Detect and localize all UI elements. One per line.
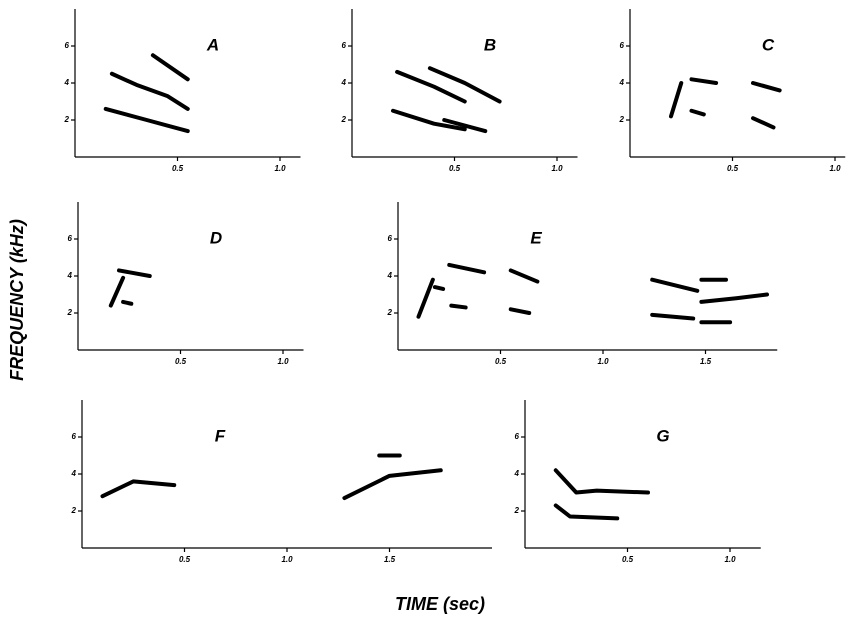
- y-axis-label: FREQUENCY (kHz): [7, 219, 27, 381]
- y-tick-label: 6: [515, 432, 520, 441]
- trace: [689, 108, 706, 117]
- x-tick-label: 0.5: [622, 555, 634, 564]
- trace: [100, 479, 177, 499]
- trace: [427, 66, 502, 104]
- trace: [150, 53, 190, 82]
- trace: [442, 118, 488, 134]
- trace: [109, 71, 190, 111]
- trace: [650, 277, 700, 293]
- trace: [553, 468, 650, 495]
- trace: [751, 81, 782, 93]
- x-axis-label: TIME (sec): [395, 594, 485, 614]
- y-tick-label: 4: [71, 469, 77, 478]
- x-tick-label: 1.0: [281, 555, 293, 564]
- trace: [117, 268, 152, 278]
- x-tick-label: 0.5: [179, 555, 191, 564]
- trace: [416, 277, 435, 319]
- y-tick-label: 2: [67, 308, 73, 317]
- trace: [669, 81, 684, 119]
- x-tick-label: 1.0: [551, 164, 563, 173]
- y-tick-label: 6: [342, 41, 347, 50]
- y-tick-label: 4: [67, 271, 73, 280]
- y-tick-label: 2: [64, 115, 70, 124]
- trace: [432, 285, 446, 291]
- x-tick-label: 1.5: [700, 357, 712, 366]
- y-tick-label: 6: [65, 41, 70, 50]
- x-tick-label: 1.0: [597, 357, 609, 366]
- y-tick-label: 4: [619, 78, 625, 87]
- y-tick-label: 2: [341, 115, 347, 124]
- y-tick-label: 2: [387, 308, 393, 317]
- trace: [447, 262, 487, 275]
- y-tick-label: 4: [64, 78, 70, 87]
- y-tick-label: 6: [72, 432, 77, 441]
- x-tick-label: 0.5: [727, 164, 739, 173]
- trace: [508, 268, 540, 284]
- y-tick-label: 2: [71, 506, 77, 515]
- panel-title: E: [530, 228, 542, 247]
- y-tick-label: 2: [619, 115, 625, 124]
- trace: [689, 77, 719, 85]
- trace: [395, 69, 467, 104]
- y-tick-label: 6: [388, 234, 393, 243]
- y-tick-label: 6: [620, 41, 625, 50]
- trace: [103, 106, 190, 134]
- trace: [108, 275, 126, 308]
- trace: [553, 503, 620, 521]
- x-tick-label: 0.5: [449, 164, 461, 173]
- x-tick-label: 0.5: [175, 357, 187, 366]
- x-tick-label: 1.0: [274, 164, 286, 173]
- trace: [650, 312, 696, 321]
- y-tick-label: 4: [387, 271, 393, 280]
- trace: [751, 116, 776, 130]
- x-tick-label: 1.0: [829, 164, 841, 173]
- panel-title: B: [484, 35, 496, 54]
- x-tick-label: 0.5: [495, 357, 507, 366]
- y-tick-label: 4: [341, 78, 347, 87]
- y-tick-label: 4: [514, 469, 520, 478]
- trace: [699, 292, 769, 304]
- trace: [391, 108, 467, 132]
- panel-title: F: [215, 426, 226, 445]
- trace: [508, 307, 532, 315]
- x-tick-label: 1.5: [384, 555, 396, 564]
- x-tick-label: 1.0: [724, 555, 736, 564]
- panel-title: G: [656, 426, 669, 445]
- y-tick-label: 2: [514, 506, 520, 515]
- panel-title: D: [210, 228, 222, 247]
- trace: [449, 303, 468, 310]
- trace: [342, 468, 443, 501]
- panel-title: A: [206, 35, 219, 54]
- y-tick-label: 6: [68, 234, 73, 243]
- x-tick-label: 1.0: [277, 357, 289, 366]
- panel-title: C: [762, 35, 775, 54]
- x-tick-label: 0.5: [172, 164, 184, 173]
- trace: [121, 299, 134, 306]
